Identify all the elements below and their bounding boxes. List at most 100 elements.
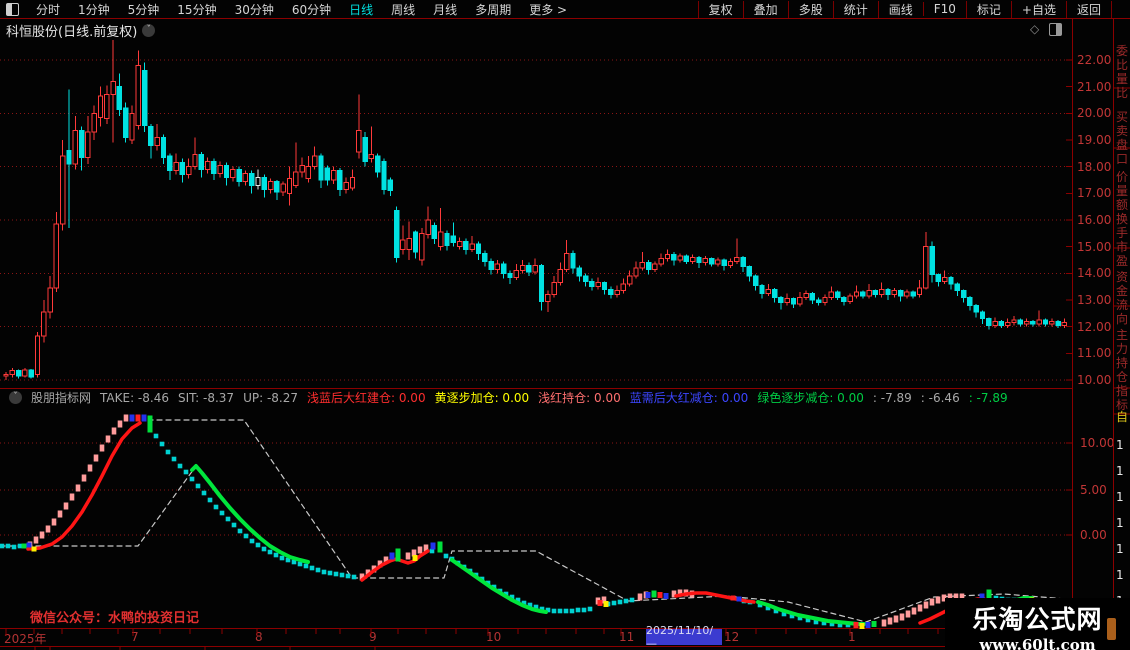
candle xyxy=(677,255,683,261)
candle xyxy=(66,150,72,165)
sidebar-item[interactable]: 持 xyxy=(1116,356,1129,370)
period-item[interactable]: 30分钟 xyxy=(234,2,274,17)
sidebar-item[interactable]: 卖 xyxy=(1116,124,1129,138)
sidebar-item[interactable]: 1 xyxy=(1116,542,1124,556)
sidebar-item[interactable]: 委 xyxy=(1116,44,1129,58)
tool-item[interactable]: 返回 xyxy=(1065,0,1112,18)
sidebar-item[interactable]: 1 xyxy=(1116,490,1124,504)
signal-marker xyxy=(979,593,985,601)
period-item[interactable]: 5分钟 xyxy=(127,2,160,17)
price-label: 15.00 xyxy=(1077,239,1112,254)
candle xyxy=(897,290,904,297)
sidebar-item[interactable]: 指 xyxy=(1116,384,1129,398)
candle xyxy=(148,126,154,146)
candle xyxy=(834,291,841,298)
candle xyxy=(167,155,173,172)
sidebar-item[interactable]: 市 xyxy=(1116,240,1129,254)
candle xyxy=(324,167,331,181)
tool-item[interactable]: 叠加 xyxy=(742,0,788,18)
candle xyxy=(608,288,614,296)
time-label: 12 xyxy=(724,630,740,644)
sidebar-item[interactable]: 资 xyxy=(1116,270,1129,284)
indicator-chevron-icon[interactable]: ˇ xyxy=(9,391,22,404)
diamond-icon[interactable]: ◇ xyxy=(1030,22,1040,36)
sidebar-item[interactable]: 标 xyxy=(1116,398,1129,412)
sidebar-item[interactable]: 额 xyxy=(1116,198,1129,212)
tool-item[interactable]: +自选 xyxy=(1010,0,1066,18)
title-bar-icons: ◇ xyxy=(1030,22,1063,36)
candle xyxy=(960,290,967,298)
candle xyxy=(1023,320,1030,325)
sidebar-item[interactable]: 金 xyxy=(1116,284,1129,298)
sidebar-item[interactable]: 1 xyxy=(1116,464,1124,478)
candle xyxy=(507,272,513,278)
tool-item[interactable]: 画线 xyxy=(877,0,923,18)
candle xyxy=(841,296,847,302)
candle xyxy=(393,210,400,258)
tool-item[interactable]: 复权 xyxy=(697,0,743,18)
sidebar-item[interactable]: 盘 xyxy=(1116,138,1129,152)
sidebar-item[interactable]: 1 xyxy=(1116,516,1124,530)
candle xyxy=(261,176,268,190)
indicator-header-item: 浅蓝后大红建仓: 0.00 xyxy=(307,391,426,405)
period-item[interactable]: 多周期 xyxy=(475,2,512,17)
price-label: 10.00 xyxy=(1077,373,1112,387)
indicator-header: ˇ 股朋指标网 TAKE: -8.46 SIT: -8.37 UP: -8.27 浅蓝后… xyxy=(4,390,1008,405)
sidebar-item[interactable]: 1 xyxy=(1116,438,1124,452)
stock-title[interactable]: 科恒股份(日线.前复权) xyxy=(6,24,138,40)
period-item[interactable]: 60分钟 xyxy=(291,2,332,17)
sidebar-item[interactable]: 仓 xyxy=(1116,370,1129,384)
candle xyxy=(576,267,582,277)
right-sidebar[interactable]: 委比量比买卖盘口价量额换手市盈资金流向主力持仓指标自11111111 xyxy=(1114,19,1130,650)
sidebar-item[interactable]: 比 xyxy=(1116,58,1129,72)
period-item[interactable]: 更多 > xyxy=(529,2,568,17)
layout-icon[interactable] xyxy=(6,2,19,16)
signal-marker xyxy=(31,546,37,552)
sidebar-item[interactable]: 买 xyxy=(1116,110,1129,124)
sidebar-item[interactable]: 比 xyxy=(1116,86,1129,100)
time-label: 9 xyxy=(369,630,377,644)
sidebar-item[interactable]: 向 xyxy=(1116,312,1129,326)
candle xyxy=(1005,322,1011,326)
candle xyxy=(15,370,22,377)
sidebar-item[interactable]: 自 xyxy=(1116,410,1129,424)
tool-item[interactable]: F10 xyxy=(922,2,966,16)
tool-item[interactable]: 多股 xyxy=(787,0,833,18)
tool-item[interactable]: 统计 xyxy=(832,0,878,18)
candle xyxy=(765,288,771,294)
candle xyxy=(784,298,790,304)
period-item[interactable]: 周线 xyxy=(391,2,416,17)
sidebar-item[interactable]: 价 xyxy=(1116,170,1129,184)
sidebar-item[interactable]: 换 xyxy=(1116,212,1129,226)
panel-toggle-icon[interactable] xyxy=(1049,22,1063,36)
current-date-badge[interactable]: 2025/11/10/— xyxy=(646,624,722,650)
signal-marker xyxy=(395,548,401,562)
period-item[interactable]: 1分钟 xyxy=(78,2,110,17)
price-label: 20.00 xyxy=(1077,106,1112,121)
sidebar-item[interactable]: 盈 xyxy=(1116,254,1129,268)
candle xyxy=(223,164,230,178)
candle xyxy=(715,259,721,265)
indicator-header-item: TAKE: -8.46 xyxy=(100,390,169,405)
sidebar-item[interactable]: 口 xyxy=(1116,152,1129,166)
period-item[interactable]: 日线 xyxy=(349,2,374,17)
tool-item[interactable]: 标记 xyxy=(965,0,1011,18)
period-item[interactable]: 15分钟 xyxy=(177,2,217,17)
sidebar-item[interactable]: 流 xyxy=(1116,298,1129,312)
candle xyxy=(192,154,198,168)
candle xyxy=(230,168,236,178)
sidebar-item[interactable]: 力 xyxy=(1116,342,1129,356)
sidebar-item[interactable]: 1 xyxy=(1116,568,1124,582)
sidebar-item[interactable]: 主 xyxy=(1116,328,1129,342)
candle xyxy=(879,288,885,296)
sidebar-item[interactable]: 手 xyxy=(1116,226,1129,240)
price-label: 13.00 xyxy=(1077,293,1112,307)
candle xyxy=(41,311,47,337)
sidebar-item[interactable]: 量 xyxy=(1116,72,1129,86)
candle xyxy=(696,256,702,264)
chevron-down-icon[interactable]: ˇ xyxy=(142,23,156,37)
sidebar-item[interactable]: 量 xyxy=(1116,184,1129,198)
period-item[interactable]: 月线 xyxy=(433,2,458,17)
period-item[interactable]: 分时 xyxy=(36,2,61,17)
